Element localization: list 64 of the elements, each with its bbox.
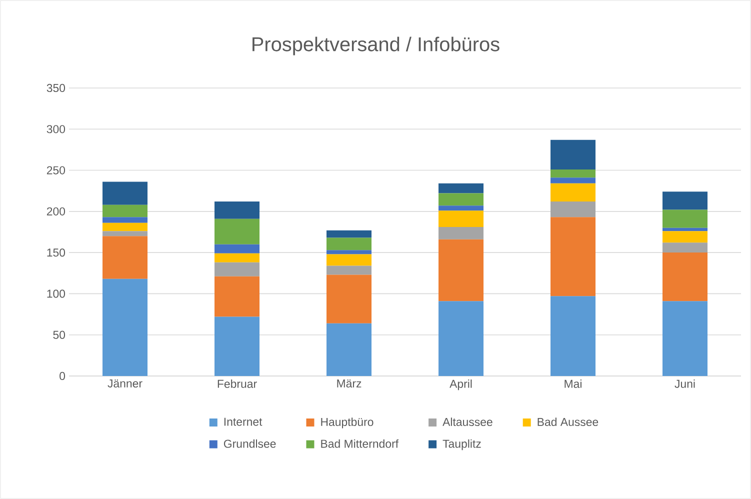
bar bbox=[662, 242, 708, 253]
bar bbox=[438, 193, 484, 206]
bar bbox=[102, 231, 148, 236]
bar bbox=[102, 182, 148, 205]
bar bbox=[662, 192, 708, 210]
bar bbox=[214, 262, 260, 276]
bar bbox=[326, 254, 372, 266]
bar bbox=[662, 231, 708, 243]
x-tick-label: Mai bbox=[564, 380, 582, 388]
bar bbox=[438, 227, 484, 240]
bar bbox=[102, 217, 148, 223]
bar bbox=[326, 230, 372, 238]
bar bbox=[438, 301, 484, 376]
legend-label: Altaussee bbox=[442, 418, 492, 426]
bar bbox=[662, 252, 708, 302]
bar bbox=[550, 296, 596, 376]
bar bbox=[438, 239, 484, 302]
bar bbox=[550, 183, 596, 202]
bar bbox=[214, 253, 260, 262]
bar bbox=[550, 140, 596, 170]
bar bbox=[102, 204, 148, 218]
bar bbox=[550, 169, 596, 178]
bar bbox=[438, 183, 484, 194]
legend-label: Bad Aussee bbox=[538, 418, 598, 426]
x-tick-label: Februar bbox=[218, 380, 257, 388]
bar bbox=[214, 244, 260, 254]
bar bbox=[214, 316, 260, 376]
chart-title: Prospektversand / Infobüros bbox=[252, 36, 500, 56]
y-tick-label: 150 bbox=[47, 248, 66, 257]
y-tick-label: 300 bbox=[46, 125, 66, 134]
legend-label: Grundlsee bbox=[224, 439, 276, 448]
bar bbox=[326, 266, 372, 275]
legend-label: Tauplitz bbox=[442, 439, 481, 450]
x-tick-label: März bbox=[337, 380, 362, 388]
legend-label: Hauptbüro bbox=[321, 418, 374, 428]
x-tick-label: Juni bbox=[674, 380, 695, 388]
bar bbox=[102, 222, 148, 232]
x-tick-label: April bbox=[450, 380, 472, 390]
y-tick-label: 200 bbox=[46, 207, 66, 216]
bar bbox=[550, 178, 596, 184]
bar bbox=[326, 238, 372, 250]
bar bbox=[662, 210, 708, 228]
y-tick-label: 0 bbox=[60, 372, 66, 380]
bar bbox=[102, 236, 148, 279]
y-tick-label: 100 bbox=[47, 290, 66, 298]
legend-label: Bad Mitterndorf bbox=[321, 439, 399, 448]
bar bbox=[550, 202, 596, 218]
bar bbox=[214, 276, 260, 317]
y-tick-label: 250 bbox=[46, 166, 66, 174]
bar bbox=[662, 228, 708, 232]
bar bbox=[662, 301, 708, 376]
bar bbox=[438, 206, 484, 211]
bar bbox=[326, 323, 372, 376]
legend-label: Internet bbox=[224, 418, 262, 426]
bar bbox=[438, 210, 484, 228]
bar bbox=[550, 217, 596, 296]
x-tick-label: Jänner bbox=[108, 380, 142, 388]
bar bbox=[326, 274, 372, 324]
y-tick-label: 350 bbox=[46, 84, 66, 92]
bar bbox=[214, 218, 260, 244]
bar bbox=[214, 202, 260, 219]
y-tick-label: 50 bbox=[53, 330, 66, 339]
bar bbox=[102, 278, 148, 376]
bar bbox=[326, 250, 372, 254]
